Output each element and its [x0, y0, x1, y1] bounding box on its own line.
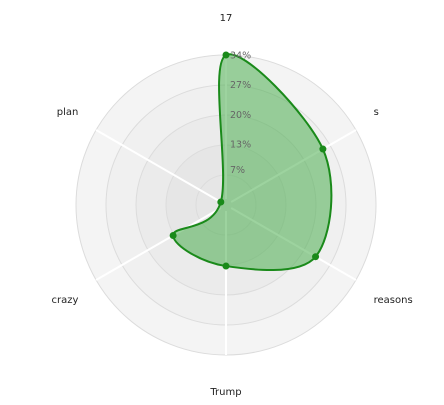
axis-spoke: [95, 207, 222, 281]
data-point-trump[interactable]: [222, 262, 230, 270]
data-point-crazy[interactable]: [169, 232, 177, 240]
data-point-plan[interactable]: [217, 198, 225, 206]
category-label-crazy: crazy: [51, 295, 78, 306]
radar-tick-labels: 7% 13% 20% 27% 34%: [230, 51, 251, 176]
tick-label: 27%: [230, 80, 251, 91]
tick-label: 20%: [230, 110, 251, 121]
category-label-plan: plan: [57, 107, 79, 118]
category-label-reasons: reasons: [374, 295, 413, 306]
tick-label: 34%: [230, 51, 251, 62]
data-point-reasons[interactable]: [312, 253, 320, 261]
tick-label: 13%: [230, 139, 251, 150]
data-point-s[interactable]: [319, 145, 327, 153]
data-point-17[interactable]: [222, 51, 230, 59]
radar-series: [169, 51, 333, 272]
category-label-s: s: [374, 107, 379, 118]
category-label-17: 17: [220, 13, 233, 24]
axis-spoke: [95, 129, 222, 203]
category-label-trump: Trump: [209, 387, 241, 398]
tick-label: 7%: [230, 165, 245, 176]
radar-category-labels: 17 s reasons Trump crazy plan: [51, 13, 412, 398]
